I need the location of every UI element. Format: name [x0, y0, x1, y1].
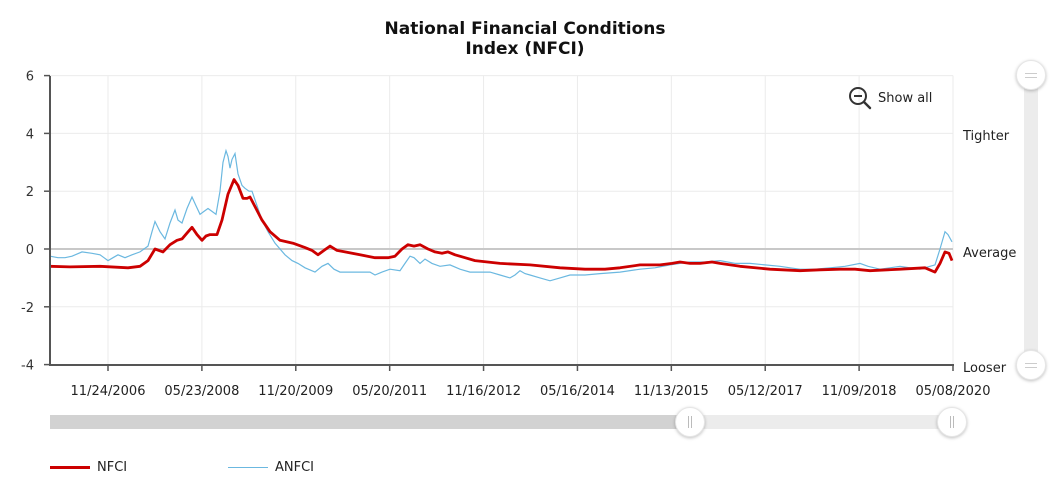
horizontal-scrollbar[interactable]: [50, 415, 952, 429]
y-tick-label: -4: [21, 359, 34, 374]
vertical-scrollbar-top-handle[interactable]: [1016, 60, 1046, 90]
legend-item-nfci[interactable]: NFCI: [50, 460, 127, 475]
x-tick-label: 05/16/2014: [540, 384, 615, 399]
legend-label-anfci: ANFCI: [275, 460, 315, 475]
chart-title-line2: Index (NFCI): [465, 39, 585, 59]
x-tick-label: 05/23/2008: [164, 384, 239, 399]
y-tick-label: -2: [21, 301, 34, 316]
x-tick-label: 11/16/2012: [446, 384, 521, 399]
vertical-scrollbar[interactable]: [1024, 75, 1038, 365]
y-tick-label: 0: [26, 243, 34, 258]
average-label: Average: [963, 246, 1016, 261]
horizontal-scrollbar-right-handle[interactable]: [937, 407, 967, 437]
x-axis-ticks: 11/24/2006 05/23/2008 11/20/2009 05/20/2011…: [71, 365, 991, 399]
show-all-button[interactable]: Show all: [848, 86, 932, 110]
y-axis-ticks: 6 4 2 0 -2 -4: [21, 70, 50, 374]
vertical-scrollbar-bottom-handle[interactable]: [1016, 350, 1046, 380]
x-tick-label: 05/12/2017: [728, 384, 803, 399]
zoom-out-icon: [849, 87, 872, 110]
tighter-label: Tighter: [962, 129, 1010, 144]
nfci-series-line[interactable]: [49, 178, 954, 274]
grip-icon: [1025, 362, 1037, 368]
x-tick-label: 05/20/2011: [352, 384, 427, 399]
legend-item-anfci[interactable]: ANFCI: [228, 460, 314, 475]
y-tick-label: 6: [26, 70, 34, 85]
anfci-legend-swatch: [228, 467, 268, 468]
x-tick-label: 05/08/2020: [916, 384, 991, 399]
chart-title-line1: National Financial Conditions: [384, 19, 666, 39]
horizontal-scrollbar-left-handle[interactable]: [675, 407, 706, 437]
x-tick-label: 11/24/2006: [71, 384, 146, 399]
grip-icon: [950, 416, 954, 428]
anfci-series-line[interactable]: [49, 148, 953, 282]
x-tick-label: 11/20/2009: [258, 384, 333, 399]
chart-title: National Financial Conditions Index (NFC…: [0, 19, 1050, 59]
x-tick-label: 11/09/2018: [822, 384, 897, 399]
nfci-legend-swatch: [50, 466, 90, 469]
x-tick-label: 11/13/2015: [634, 384, 709, 399]
horizontal-scrollbar-unselected-range[interactable]: [50, 415, 691, 429]
y-tick-label: 2: [26, 185, 34, 200]
grid-lines: [50, 75, 954, 366]
grip-icon: [1025, 72, 1037, 78]
y-tick-label: 4: [26, 127, 34, 142]
legend-label-nfci: NFCI: [97, 460, 128, 475]
show-all-label: Show all: [878, 90, 933, 106]
looser-label: Looser: [963, 361, 1007, 376]
grip-icon: [688, 416, 693, 428]
